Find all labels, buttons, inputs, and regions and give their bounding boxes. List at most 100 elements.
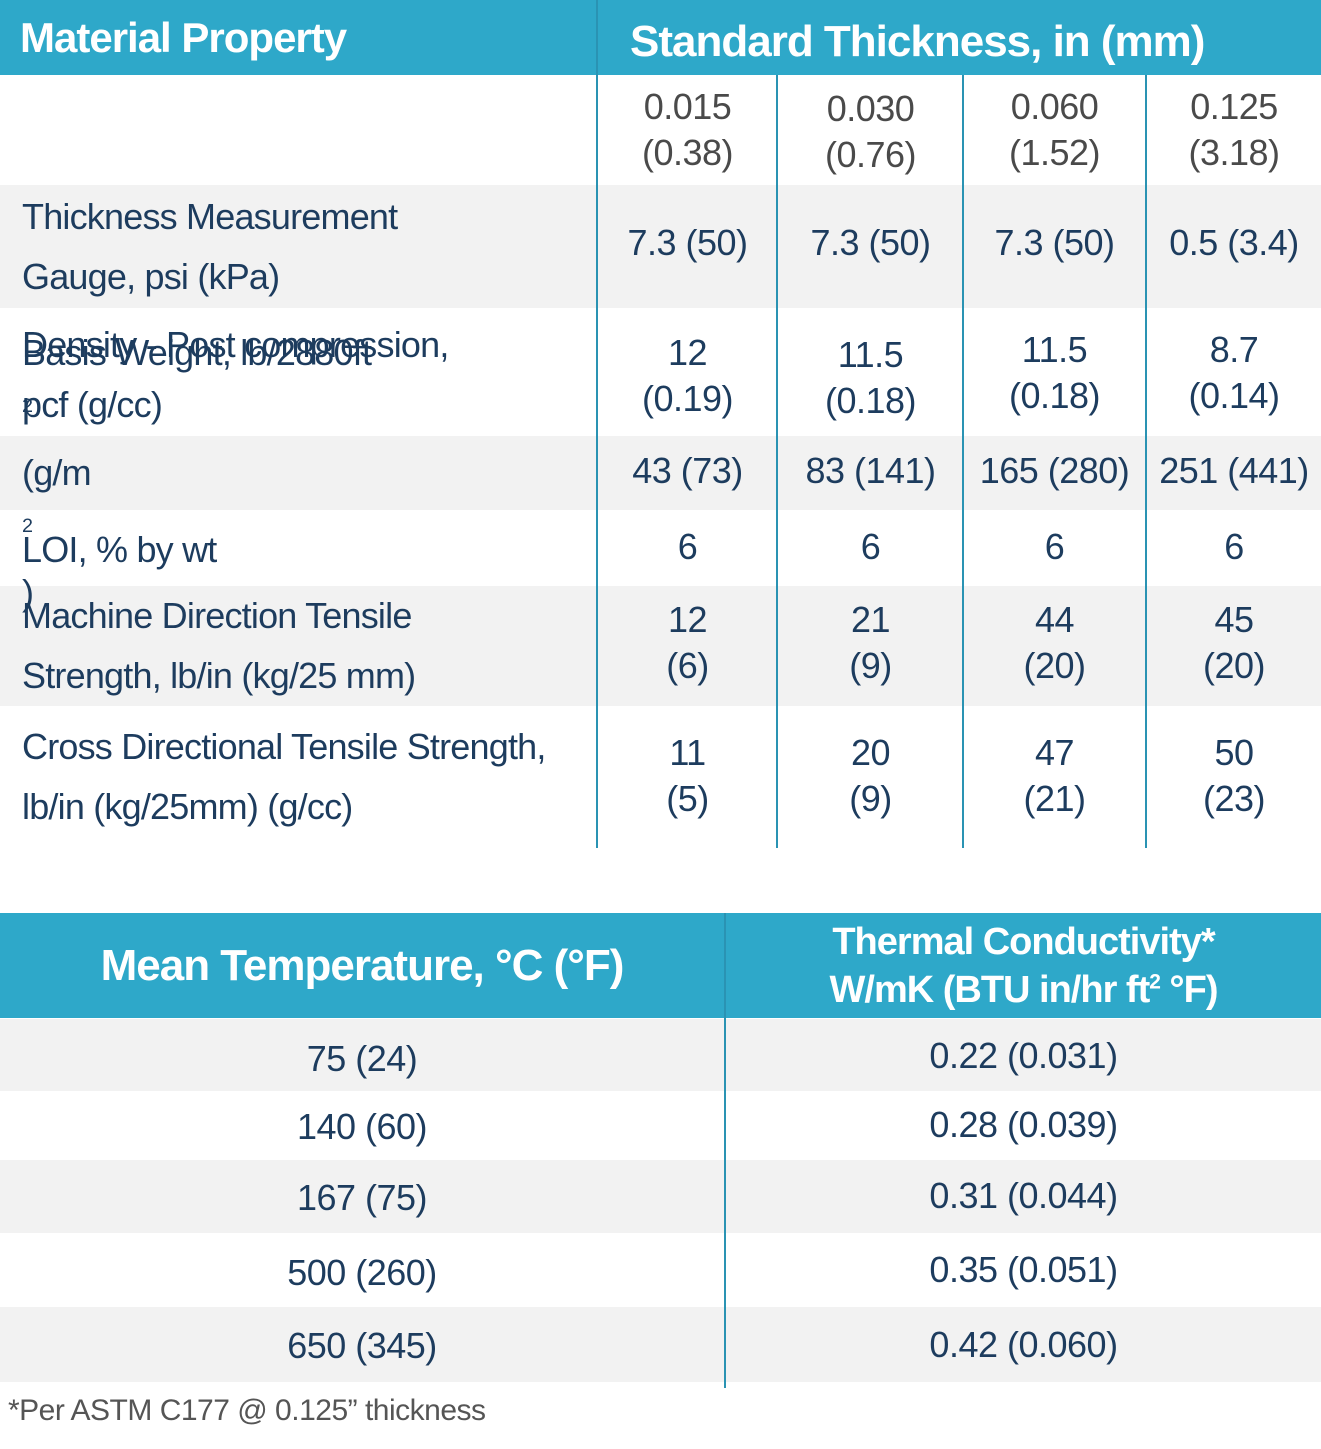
value-line: 11: [669, 731, 706, 773]
temperature-cell: 75 (24): [306, 1038, 418, 1079]
temperature-cell: 140 (60): [296, 1106, 428, 1147]
header-part: °F): [1159, 969, 1218, 1011]
cd-tensile-value-0: 11 (5): [598, 728, 777, 823]
header-standard-thickness: Standard Thickness, in (mm): [630, 17, 1205, 66]
footnote: *Per ASTM C177 @ 0.125” thickness: [8, 1394, 486, 1427]
md-tensile-value-1: 21 (9): [779, 595, 962, 690]
property-label-md-tensile: Machine Direction Tensile Strength, lb/i…: [0, 586, 598, 706]
gauge-value-3: 0.5 (3.4): [1169, 222, 1299, 263]
thickness-col-mm: (1.52): [1008, 131, 1101, 173]
md-tensile-value-0: 12 (6): [598, 595, 777, 690]
label-line: Cross Directional Tensile Strength,: [22, 726, 546, 767]
thickness-col-in: 0.125: [1190, 85, 1278, 127]
superscript: 2: [22, 395, 33, 418]
thickness-col-0: 0.015 (0.38): [598, 82, 777, 177]
thickness-col-in: 0.030: [826, 87, 915, 129]
header-part: W/mK (BTU in/hr ft: [829, 969, 1151, 1011]
row-band: [0, 1019, 1321, 1091]
label-part: ): [22, 572, 34, 613]
thickness-col-1: 0.030 (0.76): [779, 84, 962, 179]
table2-header-row: [0, 913, 1321, 1018]
row-band: [0, 1160, 1321, 1233]
table1-header-row: [0, 0, 1321, 75]
loi-value-3: 6: [1224, 526, 1244, 567]
value-line: (0.18): [1008, 374, 1101, 416]
value-line: (20): [1023, 644, 1086, 686]
value-line: (23): [1202, 777, 1266, 819]
superscript: 2: [1149, 970, 1161, 994]
label-line: Strength, lb/in (kg/25 mm): [22, 655, 416, 696]
property-label-cd-tensile: Cross Directional Tensile Strength, lb/i…: [0, 716, 598, 838]
label-line: LOI, % by wt: [22, 529, 217, 570]
temperature-cell: 650 (345): [287, 1325, 437, 1366]
value-line: 20: [850, 731, 891, 773]
density-value-3: 8.7 (0.14): [1147, 325, 1321, 420]
temperature-cell: 500 (260): [287, 1252, 437, 1293]
value-line: (9): [849, 777, 892, 819]
row-band-basis: [0, 436, 1321, 510]
thickness-col-mm: (0.38): [641, 131, 734, 173]
header-mean-temperature: Mean Temperature, °C (°F): [100, 941, 625, 990]
cd-tensile-value-1: 20 (9): [779, 728, 962, 823]
column-divider: [596, 0, 598, 848]
value-line: 12: [667, 598, 708, 640]
column-divider: [724, 913, 726, 1388]
row-band-gauge: [0, 185, 1321, 308]
density-value-2: 11.5 (0.18): [964, 325, 1145, 420]
cd-tensile-value-2: 47 (21): [964, 728, 1145, 823]
gauge-value-1: 7.3 (50): [810, 222, 931, 263]
thickness-col-3: 0.125 (3.18): [1147, 82, 1321, 177]
thickness-col-2: 0.060 (1.52): [964, 82, 1145, 177]
value-line: 21: [850, 598, 891, 640]
conductivity-cell: 0.42 (0.060): [929, 1324, 1118, 1365]
density-value-0: 12 (0.19): [598, 328, 777, 423]
label-line: lb/in (kg/25mm) (g/cc): [22, 786, 353, 827]
header-thermal-conductivity: Thermal Conductivity* W/mK (BTU in/hr ft…: [726, 916, 1321, 1016]
gauge-value-0: 7.3 (50): [627, 222, 748, 263]
property-label-gauge: Thickness Measurement Gauge, psi (kPa): [0, 185, 598, 308]
value-line: 8.7: [1209, 328, 1259, 370]
superscript: 2: [22, 515, 33, 538]
value-line: (5): [666, 777, 709, 819]
value-line: (20): [1202, 644, 1266, 686]
row-band-md-tensile: [0, 586, 1321, 706]
value-line: 47: [1034, 731, 1075, 773]
value-line: 11.5: [837, 333, 904, 375]
value-line: 12: [667, 331, 708, 373]
md-tensile-value-2: 44 (20): [964, 595, 1145, 690]
value-line: 50: [1214, 731, 1254, 773]
label-line: Gauge, psi (kPa): [22, 255, 280, 297]
label-line: Machine Direction Tensile: [22, 595, 412, 636]
thickness-col-mm: (3.18): [1188, 131, 1280, 173]
conductivity-cell: 0.28 (0.039): [929, 1104, 1118, 1145]
row-band: [0, 1307, 1321, 1382]
column-divider: [962, 75, 964, 848]
basis-value-1: 83 (141): [805, 450, 936, 491]
conductivity-cell: 0.22 (0.031): [929, 1035, 1118, 1076]
conductivity-cell: 0.35 (0.051): [929, 1249, 1118, 1290]
label-line: Density - Post compression,: [22, 324, 449, 365]
basis-value-3: 251 (441): [1159, 450, 1309, 491]
label-line: pcf (g/cc): [22, 384, 163, 425]
header-material-property: Material Property: [20, 14, 347, 61]
basis-value-2: 165 (280): [979, 450, 1130, 491]
label-part: Basis Weight, lb/2880ft: [22, 332, 372, 373]
value-line: 11.5: [1021, 328, 1088, 370]
label-line: Thickness Measurement: [22, 195, 398, 237]
value-line: (21): [1023, 777, 1086, 819]
column-divider: [1145, 75, 1147, 848]
value-line: 45: [1214, 598, 1254, 640]
header-line: Thermal Conductivity*: [832, 921, 1215, 963]
cd-tensile-value-3: 50 (23): [1147, 728, 1321, 823]
thickness-col-mm: (0.76): [824, 133, 917, 175]
temperature-cell: 167 (75): [296, 1177, 428, 1218]
value-line: (0.18): [824, 379, 917, 421]
basis-value-0: 43 (73): [632, 450, 743, 491]
header-line: W/mK (BTU in/hr ft2 °F): [829, 966, 1219, 1014]
loi-value-0: 6: [677, 526, 698, 567]
property-label-loi: LOI, % by wt: [0, 515, 598, 585]
gauge-value-2: 7.3 (50): [994, 222, 1115, 263]
value-line: (0.14): [1188, 374, 1280, 416]
conductivity-cell: 0.31 (0.044): [929, 1175, 1118, 1216]
value-line: (9): [849, 644, 892, 686]
